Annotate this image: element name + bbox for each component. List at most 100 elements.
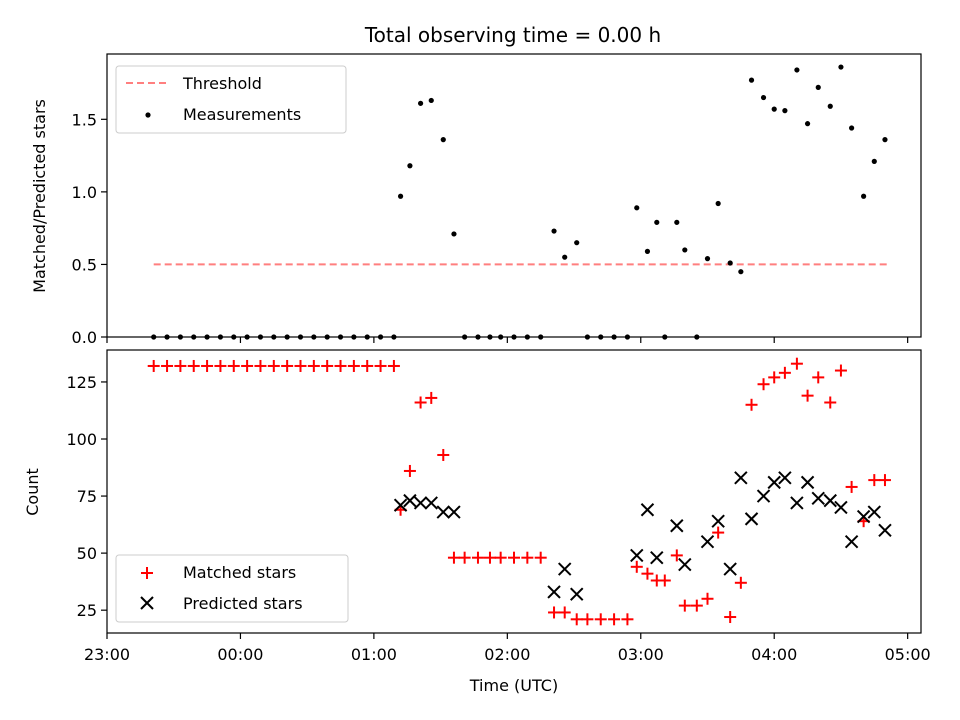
matched-star-point — [374, 359, 387, 372]
predicted-star-point — [547, 585, 561, 599]
measurement-point — [804, 121, 811, 127]
predicted-star-point — [790, 496, 804, 510]
top-y-tick-label: 1.5 — [72, 110, 97, 129]
x-tick-label: 00:00 — [217, 645, 263, 664]
predicted-star-point — [403, 493, 417, 508]
matched-star-point — [361, 359, 374, 372]
matched-star-point — [670, 549, 683, 562]
matched-star-point — [347, 359, 360, 372]
measurement-point — [682, 247, 688, 253]
matched-star-point — [745, 398, 758, 411]
predicted-star-point — [834, 500, 848, 515]
measurement-point — [417, 100, 424, 106]
matched-star-point — [201, 359, 214, 372]
measurement-point — [782, 108, 788, 114]
matched-star-point — [458, 551, 471, 564]
matched-star-point — [281, 359, 294, 372]
matched-star-point — [712, 526, 725, 539]
predicted-star-point — [734, 471, 748, 485]
matched-star-point — [594, 613, 607, 626]
matched-star-point — [768, 371, 781, 384]
measurement-point — [727, 260, 733, 266]
predicted-star-point — [630, 548, 644, 563]
predicted-star-point — [878, 523, 892, 538]
predicted-star-point — [700, 535, 715, 549]
bottom-y-tick-label: 75 — [77, 487, 97, 506]
matched-star-point — [147, 359, 160, 372]
matched-star-point — [641, 567, 654, 580]
matched-star-point — [824, 396, 837, 409]
measurement-point — [644, 248, 651, 254]
matched-star-point — [801, 389, 814, 402]
measurement-point — [882, 137, 888, 143]
matched-star-point — [267, 359, 280, 372]
predicted-star-point — [570, 587, 584, 601]
matched-star-point — [757, 378, 770, 391]
matched-star-point — [241, 359, 254, 372]
matched-star-point — [548, 606, 561, 619]
matched-star-point — [678, 599, 691, 612]
x-tick-label: 05:00 — [885, 645, 931, 664]
top-y-tick-label: 0.5 — [72, 255, 97, 274]
predicted-star-point — [767, 475, 781, 490]
measurements-legend-label: Measurements — [183, 105, 301, 124]
top-plot-frame — [106, 53, 922, 338]
matched-star-point — [161, 359, 174, 372]
measurement-point — [562, 254, 568, 260]
matched-star-point — [483, 551, 496, 564]
top-y-tick-label: 1.0 — [72, 183, 97, 202]
predicted-star-point — [650, 550, 664, 565]
top-panel: 0.0 0.5 1.0 1.5 Matched/Predicted stars Thr… — [30, 53, 922, 347]
predicted-star-point — [678, 557, 692, 572]
matched-star-point — [621, 613, 634, 626]
measurement-point — [748, 77, 755, 83]
bottom-legend: Matched stars Predicted stars — [115, 554, 349, 623]
measurement-point — [827, 103, 833, 109]
matched-star-point — [608, 613, 621, 626]
predicted-star-point — [844, 535, 859, 549]
matched-star-point — [294, 359, 307, 372]
measurement-point — [428, 97, 434, 104]
top-legend-box — [115, 65, 347, 134]
matched-star-point — [471, 551, 484, 564]
matched-star-point — [790, 357, 803, 370]
matched-star-point — [387, 359, 400, 372]
predicted-star-point — [393, 498, 408, 512]
predicted-star-point — [670, 519, 684, 533]
x-tick-label: 04:00 — [751, 645, 797, 664]
matched-stars-legend-swatch — [141, 567, 153, 579]
matched-star-point — [690, 599, 703, 612]
predicted-stars-legend-label: Predicted stars — [183, 594, 303, 613]
matched-star-point — [845, 480, 858, 493]
matched-star-point — [868, 474, 881, 487]
matched-star-point — [558, 606, 571, 619]
matched-star-point — [834, 364, 847, 377]
matched-stars-legend-label: Matched stars — [183, 563, 296, 582]
bottom-legend-box — [115, 554, 349, 623]
matched-star-point — [425, 391, 438, 404]
measurement-point — [704, 256, 711, 262]
matched-star-point — [581, 613, 594, 626]
matched-star-point — [701, 592, 714, 605]
predicted-star-point — [640, 503, 655, 517]
x-tick-label: 01:00 — [351, 645, 397, 664]
matched-star-point — [447, 551, 460, 564]
matched-star-point — [508, 551, 520, 564]
predicted-star-point — [424, 496, 438, 510]
matched-star-point — [812, 371, 825, 384]
matched-star-point — [254, 359, 267, 372]
matched-star-point — [214, 359, 227, 372]
matched-star-point — [570, 613, 583, 626]
matched-star-point — [521, 551, 534, 564]
measurement-point — [451, 231, 457, 237]
bottom-y-tick-label: 25 — [77, 601, 97, 620]
predicted-star-point — [413, 496, 428, 510]
matched-star-point — [414, 396, 427, 409]
bottom-y-tick-label: 125 — [66, 373, 97, 392]
predicted-star-point — [811, 491, 825, 506]
predicted-star-point — [447, 505, 461, 519]
predicted-star-point — [823, 493, 837, 508]
measurement-point — [674, 219, 680, 225]
matched-star-point — [403, 464, 416, 477]
